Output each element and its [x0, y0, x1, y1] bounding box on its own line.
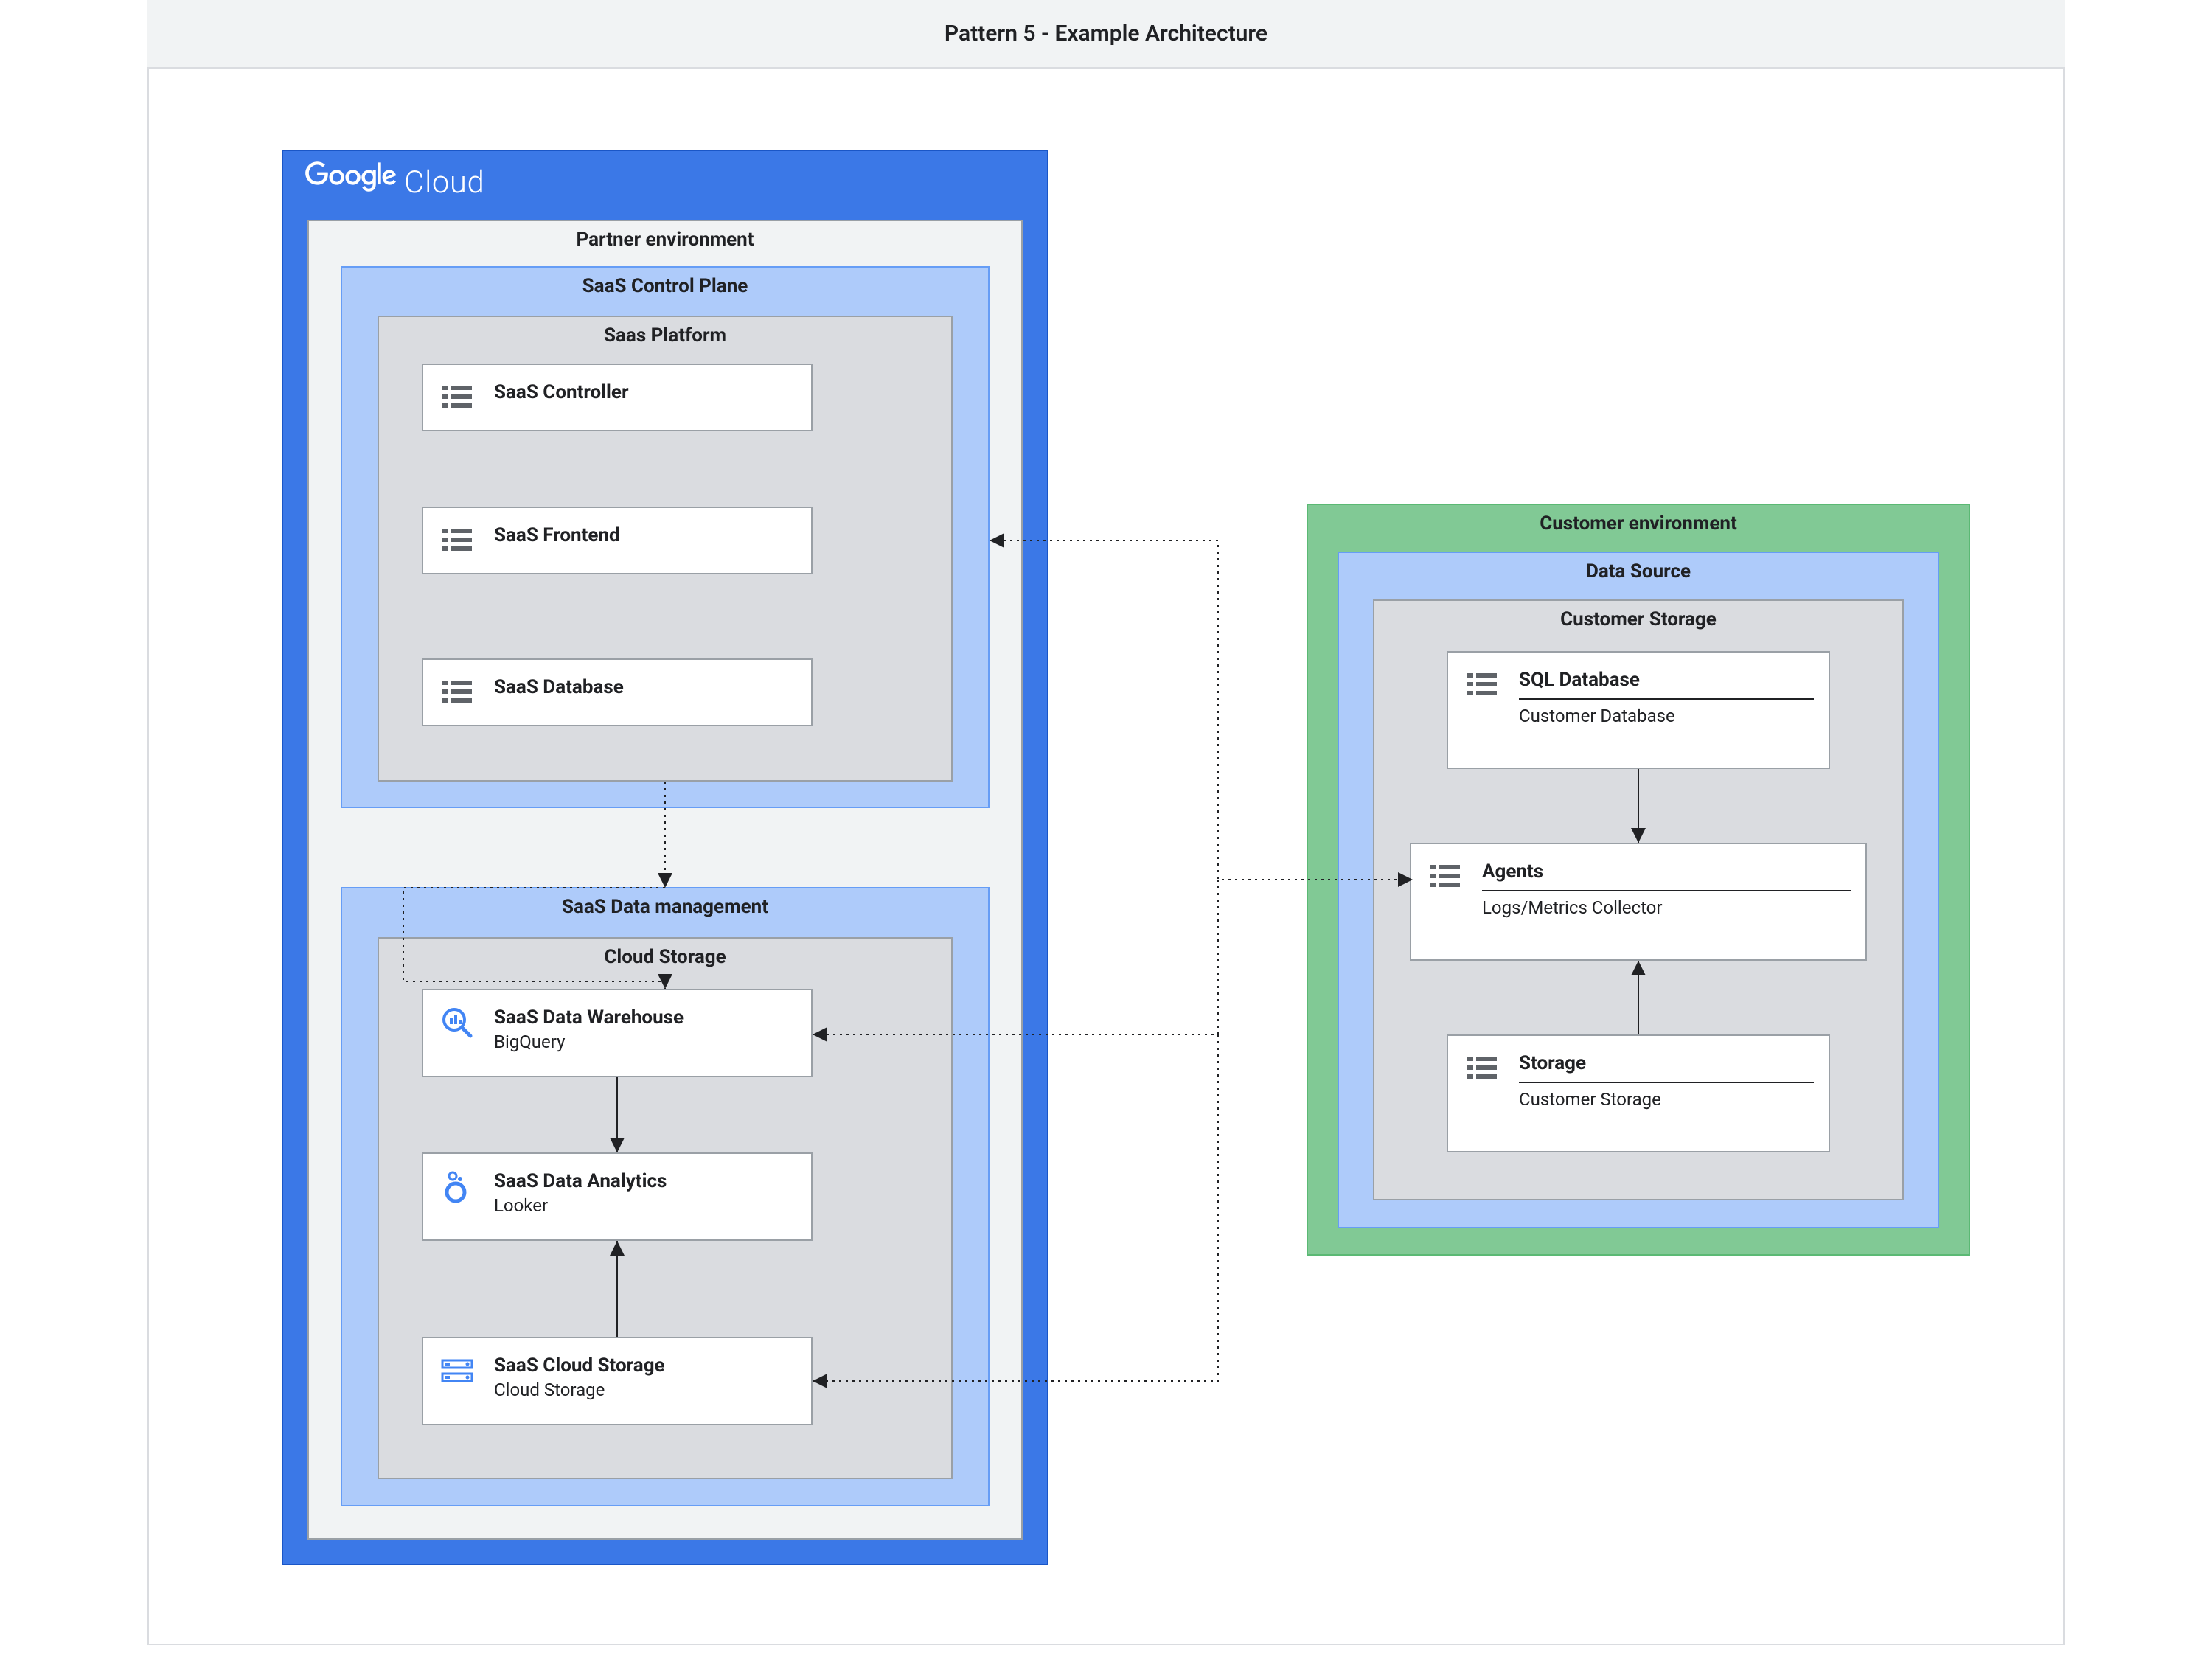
- node-title-saas-analytics: SaaS Data Analytics: [494, 1170, 796, 1192]
- diagram-canvas: Cloud Partner environment SaaS Control Pla…: [147, 67, 2065, 1645]
- node-text-saas-analytics: SaaS Data Analytics Looker: [494, 1167, 796, 1216]
- server-bars-icon: [438, 378, 476, 417]
- server-bars-icon: [1463, 1049, 1501, 1088]
- cloud-label: Cloud: [404, 164, 484, 201]
- container-label-partner-env: Partner environment: [309, 229, 1021, 251]
- google-cloud-logo: Cloud: [305, 161, 484, 201]
- node-saas-analytics: SaaS Data Analytics Looker: [422, 1152, 813, 1241]
- node-text-saas-warehouse: SaaS Data Warehouse BigQuery: [494, 1004, 796, 1052]
- container-label-saas-platform: Saas Platform: [379, 324, 951, 347]
- container-label-saas-control-plane: SaaS Control Plane: [342, 275, 988, 297]
- node-subtitle-saas-warehouse: BigQuery: [494, 1032, 796, 1052]
- node-saas-controller: SaaS Controller: [422, 364, 813, 431]
- node-title-saas-warehouse: SaaS Data Warehouse: [494, 1006, 796, 1029]
- node-storage: Storage Customer Storage: [1447, 1034, 1830, 1152]
- node-title-storage: Storage: [1519, 1052, 1814, 1074]
- node-sql-database: SQL Database Customer Database: [1447, 651, 1830, 769]
- server-bars-icon: [1463, 666, 1501, 704]
- server-bars-icon: [438, 521, 476, 560]
- server-bars-icon: [1426, 858, 1464, 896]
- node-title-sql-database: SQL Database: [1519, 669, 1814, 691]
- node-saas-frontend: SaaS Frontend: [422, 507, 813, 574]
- node-text-storage: Storage Customer Storage: [1519, 1049, 1814, 1110]
- node-text-saas-controller: SaaS Controller: [494, 378, 796, 403]
- google-wordmark-icon: [305, 161, 397, 201]
- container-label-cloud-storage-grp: Cloud Storage: [379, 946, 951, 968]
- node-title-saas-controller: SaaS Controller: [494, 381, 796, 403]
- container-label-customer-storage: Customer Storage: [1374, 608, 1902, 630]
- node-saas-cloud-storage: SaaS Cloud Storage Cloud Storage: [422, 1337, 813, 1425]
- node-text-agents: Agents Logs/Metrics Collector: [1482, 858, 1851, 918]
- container-label-saas-data-mgmt: SaaS Data management: [342, 896, 988, 918]
- node-title-agents: Agents: [1482, 860, 1851, 883]
- bigquery-icon: [438, 1004, 476, 1042]
- server-bars-icon: [438, 673, 476, 712]
- page-title: Pattern 5 - Example Architecture: [147, 0, 2065, 67]
- container-label-data-source: Data Source: [1339, 560, 1938, 582]
- node-text-saas-database: SaaS Database: [494, 673, 796, 698]
- node-subtitle-saas-cloud-storage: Cloud Storage: [494, 1380, 796, 1400]
- node-subtitle-sql-database: Customer Database: [1519, 698, 1814, 726]
- looker-icon: [438, 1167, 476, 1206]
- node-title-saas-database: SaaS Database: [494, 676, 796, 698]
- node-text-sql-database: SQL Database Customer Database: [1519, 666, 1814, 726]
- node-subtitle-storage: Customer Storage: [1519, 1082, 1814, 1110]
- node-text-saas-frontend: SaaS Frontend: [494, 521, 796, 546]
- node-agents: Agents Logs/Metrics Collector: [1410, 843, 1867, 961]
- node-saas-warehouse: SaaS Data Warehouse BigQuery: [422, 989, 813, 1077]
- node-text-saas-cloud-storage: SaaS Cloud Storage Cloud Storage: [494, 1352, 796, 1400]
- node-subtitle-saas-analytics: Looker: [494, 1195, 796, 1216]
- node-title-saas-frontend: SaaS Frontend: [494, 524, 796, 546]
- cloud-storage-icon: [438, 1352, 476, 1390]
- container-label-customer-env: Customer environment: [1308, 512, 1969, 535]
- node-title-saas-cloud-storage: SaaS Cloud Storage: [494, 1354, 796, 1377]
- node-subtitle-agents: Logs/Metrics Collector: [1482, 890, 1851, 918]
- node-saas-database: SaaS Database: [422, 658, 813, 726]
